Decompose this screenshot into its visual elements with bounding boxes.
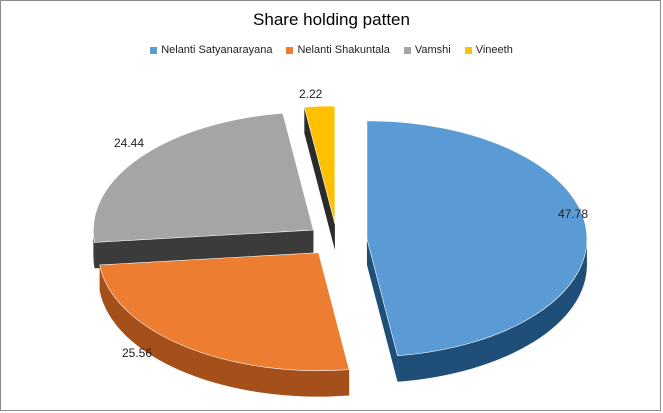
- legend-label-vamshi: Vamshi: [414, 44, 451, 56]
- slice-wall-nelanti-satyanarayana: [397, 238, 587, 382]
- slice-vineeth[interactable]: [303, 105, 336, 225]
- legend-swatch-nelanti-satyanarayana: [150, 46, 158, 54]
- legend-label-vineeth: Vineeth: [475, 44, 513, 56]
- slice-wall-vamshi: [93, 230, 95, 269]
- data-label-nelanti-shakuntala: 25.56: [122, 346, 152, 360]
- legend-item-vamshi[interactable]: Vamshi: [403, 44, 451, 56]
- data-labels: 47.78 25.56 24.44 2.22: [114, 87, 588, 360]
- slice-side-vineeth: [304, 107, 335, 250]
- legend-item-nelanti-shakuntala[interactable]: Nelanti Shakuntala: [286, 44, 390, 56]
- slice-nelanti-satyanarayana[interactable]: [366, 120, 588, 357]
- data-label-vamshi: 24.44: [114, 136, 144, 150]
- data-label-vineeth: 2.22: [299, 87, 323, 101]
- legend-swatch-vineeth: [464, 46, 472, 54]
- legend: Nelanti Satyanarayana Nelanti Shakuntala…: [0, 44, 663, 56]
- legend-item-nelanti-satyanarayana[interactable]: Nelanti Satyanarayana: [150, 44, 272, 56]
- chart-title: Share holding patten: [253, 10, 410, 29]
- slice-vamshi[interactable]: [93, 112, 314, 243]
- slice-nelanti-shakuntala[interactable]: [99, 252, 350, 371]
- legend-swatch-vamshi: [403, 46, 411, 54]
- slice-edge-nelanti-satyanarayana: [366, 238, 398, 382]
- legend-label-nelanti-shakuntala: Nelanti Shakuntala: [297, 44, 390, 56]
- slice-side-nelanti-satyanarayana: [366, 238, 587, 382]
- legend-swatch-nelanti-shakuntala: [286, 46, 294, 54]
- pie-tops: [93, 105, 588, 371]
- legend-label-nelanti-satyanarayana: Nelanti Satyanarayana: [161, 44, 273, 56]
- slice-wall-nelanti-shakuntala: [99, 264, 350, 397]
- data-label-nelanti-satyanarayana: 47.78: [558, 207, 588, 221]
- slice-edge-vineeth: [304, 107, 335, 250]
- legend-item-vineeth[interactable]: Vineeth: [464, 44, 513, 56]
